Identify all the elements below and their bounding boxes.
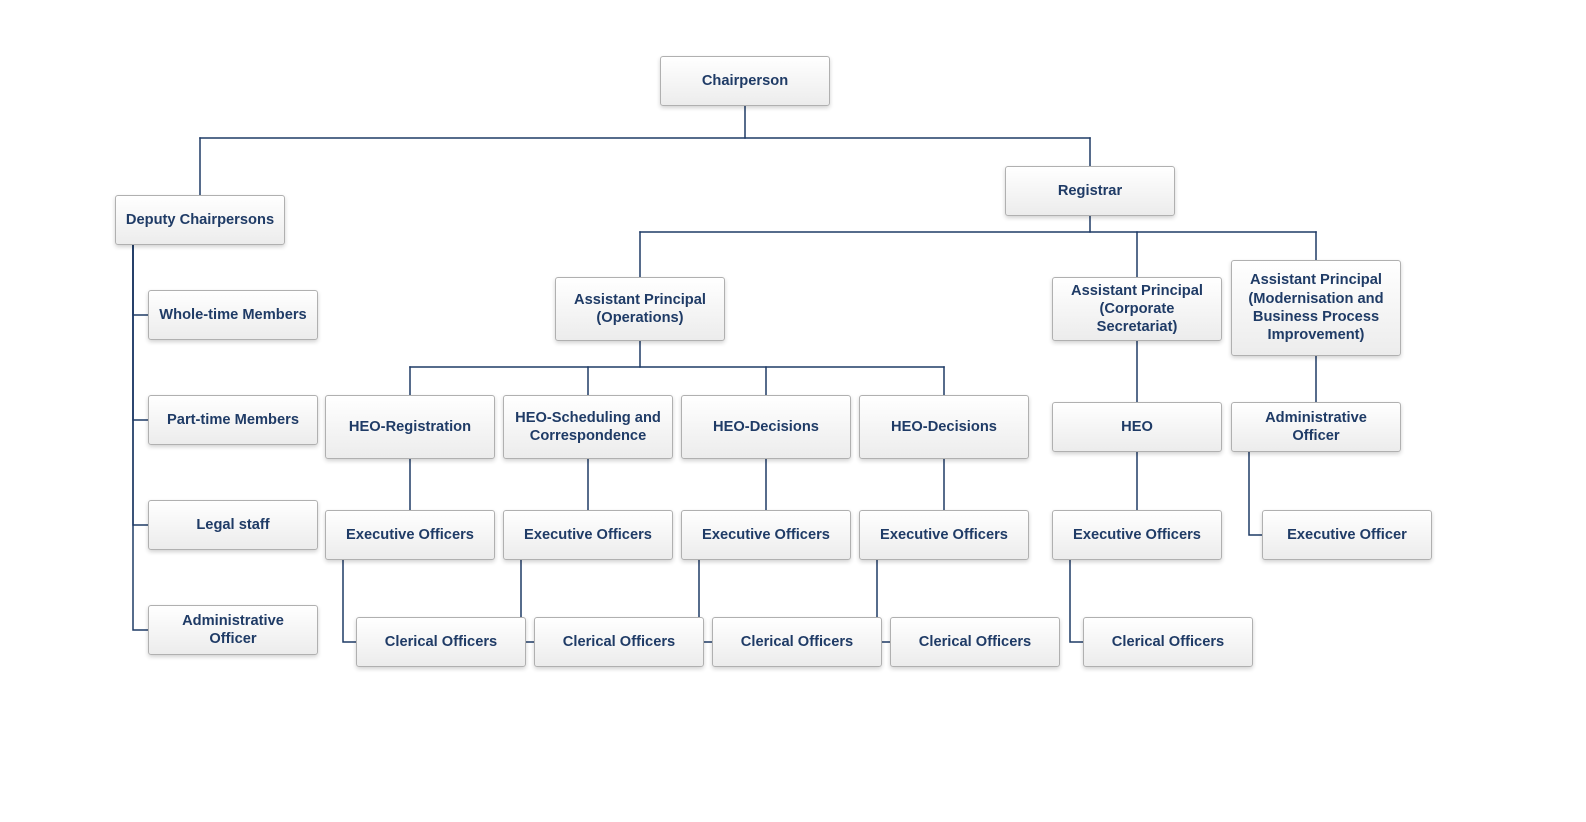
org-node-heo_reg: HEO-Registration [325, 395, 495, 459]
org-node-ap_mbpi: Assistant Principal (Modernisation and B… [1231, 260, 1401, 356]
org-node-legal: Legal staff [148, 500, 318, 550]
org-node-ap_cs: Assistant Principal (Corporate Secretari… [1052, 277, 1222, 341]
org-node-eo_dec1: Executive Officers [681, 510, 851, 560]
org-node-co_sched: Clerical Officers [534, 617, 704, 667]
org-node-co_dec1: Clerical Officers [712, 617, 882, 667]
org-node-heo_cs: HEO [1052, 402, 1222, 452]
org-node-co_reg: Clerical Officers [356, 617, 526, 667]
org-node-heo_dec1: HEO-Decisions [681, 395, 851, 459]
org-node-heo_dec2: HEO-Decisions [859, 395, 1029, 459]
org-node-deputy: Deputy Chairpersons [115, 195, 285, 245]
org-node-eo_sched: Executive Officers [503, 510, 673, 560]
org-node-registrar: Registrar [1005, 166, 1175, 216]
org-node-heo_sched: HEO-Scheduling and Correspondence [503, 395, 673, 459]
org-node-parttime: Part-time Members [148, 395, 318, 445]
org-node-whole: Whole-time Members [148, 290, 318, 340]
org-node-chair: Chairperson [660, 56, 830, 106]
org-node-eo_dec2: Executive Officers [859, 510, 1029, 560]
org-node-co_dec2: Clerical Officers [890, 617, 1060, 667]
org-node-adminoff_d: Administrative Officer [148, 605, 318, 655]
org-node-adminoff_m: Administrative Officer [1231, 402, 1401, 452]
org-node-eo_m: Executive Officer [1262, 510, 1432, 560]
org-node-ap_ops: Assistant Principal (Operations) [555, 277, 725, 341]
org-node-eo_cs: Executive Officers [1052, 510, 1222, 560]
org-node-co_cs: Clerical Officers [1083, 617, 1253, 667]
org-node-eo_reg: Executive Officers [325, 510, 495, 560]
org-chart-canvas: Chairperson Deputy Chairpersons Registrar W… [0, 0, 1586, 822]
